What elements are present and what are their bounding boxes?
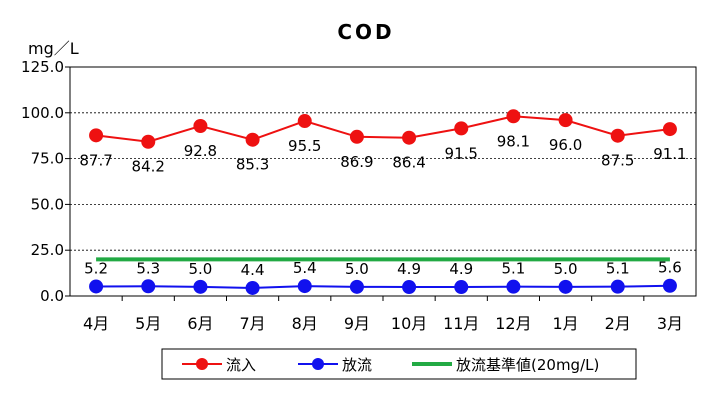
- series-line: [96, 284, 670, 289]
- data-point: [297, 279, 312, 294]
- y-tick-label: 100.0: [21, 104, 64, 122]
- x-tick-label: 1月: [552, 314, 578, 333]
- data-point: [506, 279, 521, 294]
- data-label: 5.3: [136, 259, 160, 277]
- data-point: [89, 128, 104, 143]
- x-tick-label: 11月: [443, 314, 479, 333]
- x-tick-label: 2月: [605, 314, 631, 333]
- data-point: [402, 280, 417, 295]
- legend-marker: [312, 358, 324, 370]
- legend-label: 放流基準値(20mg/L): [456, 356, 599, 374]
- data-label: 84.2: [132, 158, 165, 176]
- data-label: 86.4: [392, 154, 425, 172]
- legend-label: 流入: [226, 356, 256, 374]
- data-label: 4.9: [449, 260, 473, 278]
- plot-area: [69, 66, 697, 297]
- x-tick-label: 12月: [495, 314, 531, 333]
- series-group: 87.7 84.2 92.8 85.3 95.5 86.9 86.4 91.5 98.1 96.0…: [79, 109, 687, 295]
- y-tick-label: 125.0: [21, 58, 64, 76]
- legend-label: 放流: [342, 356, 372, 374]
- data-point: [454, 280, 469, 295]
- data-point: [402, 130, 417, 145]
- x-tick-label: 3月: [657, 314, 683, 333]
- data-point: [245, 132, 260, 147]
- data-point: [141, 134, 156, 149]
- data-label: 5.2: [84, 259, 108, 277]
- data-point: [506, 109, 521, 124]
- data-label: 4.9: [397, 260, 421, 278]
- data-point: [558, 113, 573, 128]
- x-tick-label: 10月: [391, 314, 427, 333]
- y-tick-label: 75.0: [31, 150, 64, 168]
- data-label: 95.5: [288, 137, 321, 155]
- y-tick-label: 50.0: [31, 195, 64, 213]
- legend-marker: [196, 358, 208, 370]
- data-label: 85.3: [236, 156, 269, 174]
- x-tick-label: 4月: [83, 314, 109, 333]
- y-axis-unit: mg／L: [28, 39, 79, 58]
- x-axis-ticks: 4月 5月 6月 7月 8月 9月 10月 11月 12月 1月 2月 3月: [83, 296, 683, 333]
- data-label: 5.0: [188, 260, 212, 278]
- x-tick-label: 7月: [239, 314, 265, 333]
- data-point: [349, 129, 364, 144]
- data-point: [141, 279, 156, 294]
- series-line: [95, 115, 671, 143]
- legend-box: [161, 348, 637, 380]
- data-point: [193, 279, 208, 294]
- data-point: [297, 114, 312, 129]
- data-point: [662, 278, 677, 293]
- data-label: 91.5: [445, 144, 478, 162]
- data-label: 5.0: [345, 260, 369, 278]
- legend: 流入 放流 放流基準値(20mg/L): [161, 348, 637, 380]
- data-label: 5.1: [501, 260, 525, 278]
- x-tick-label: 5月: [135, 314, 161, 333]
- data-label: 98.1: [497, 132, 530, 150]
- y-tick-label: 25.0: [31, 241, 64, 259]
- gridlines: [70, 112, 696, 251]
- x-tick-label: 6月: [187, 314, 213, 333]
- data-label: 4.4: [241, 261, 265, 279]
- data-label: 87.5: [601, 152, 634, 170]
- data-point: [245, 280, 260, 295]
- data-point: [193, 118, 208, 133]
- data-label: 92.8: [184, 142, 217, 160]
- data-label: 86.9: [340, 153, 373, 171]
- data-label: 5.4: [293, 259, 317, 277]
- data-label: 5.6: [658, 259, 682, 277]
- chart-title: COD: [337, 20, 394, 44]
- data-point: [454, 121, 469, 136]
- data-point: [349, 279, 364, 294]
- data-label: 5.0: [554, 260, 578, 278]
- x-tick-label: 8月: [292, 314, 318, 333]
- data-point: [558, 279, 573, 294]
- x-tick-label: 9月: [344, 314, 370, 333]
- data-point: [610, 128, 625, 143]
- data-point: [662, 122, 677, 137]
- y-tick-label: 0.0: [40, 287, 64, 305]
- y-axis-ticks: 0.0 25.0 50.0 75.0 100.0 125.0: [21, 58, 70, 305]
- data-point: [89, 279, 104, 294]
- data-label: 96.0: [549, 136, 582, 154]
- data-label: 5.1: [606, 260, 630, 278]
- data-point: [610, 279, 625, 294]
- data-label: 87.7: [79, 151, 112, 169]
- data-label: 91.1: [653, 145, 686, 163]
